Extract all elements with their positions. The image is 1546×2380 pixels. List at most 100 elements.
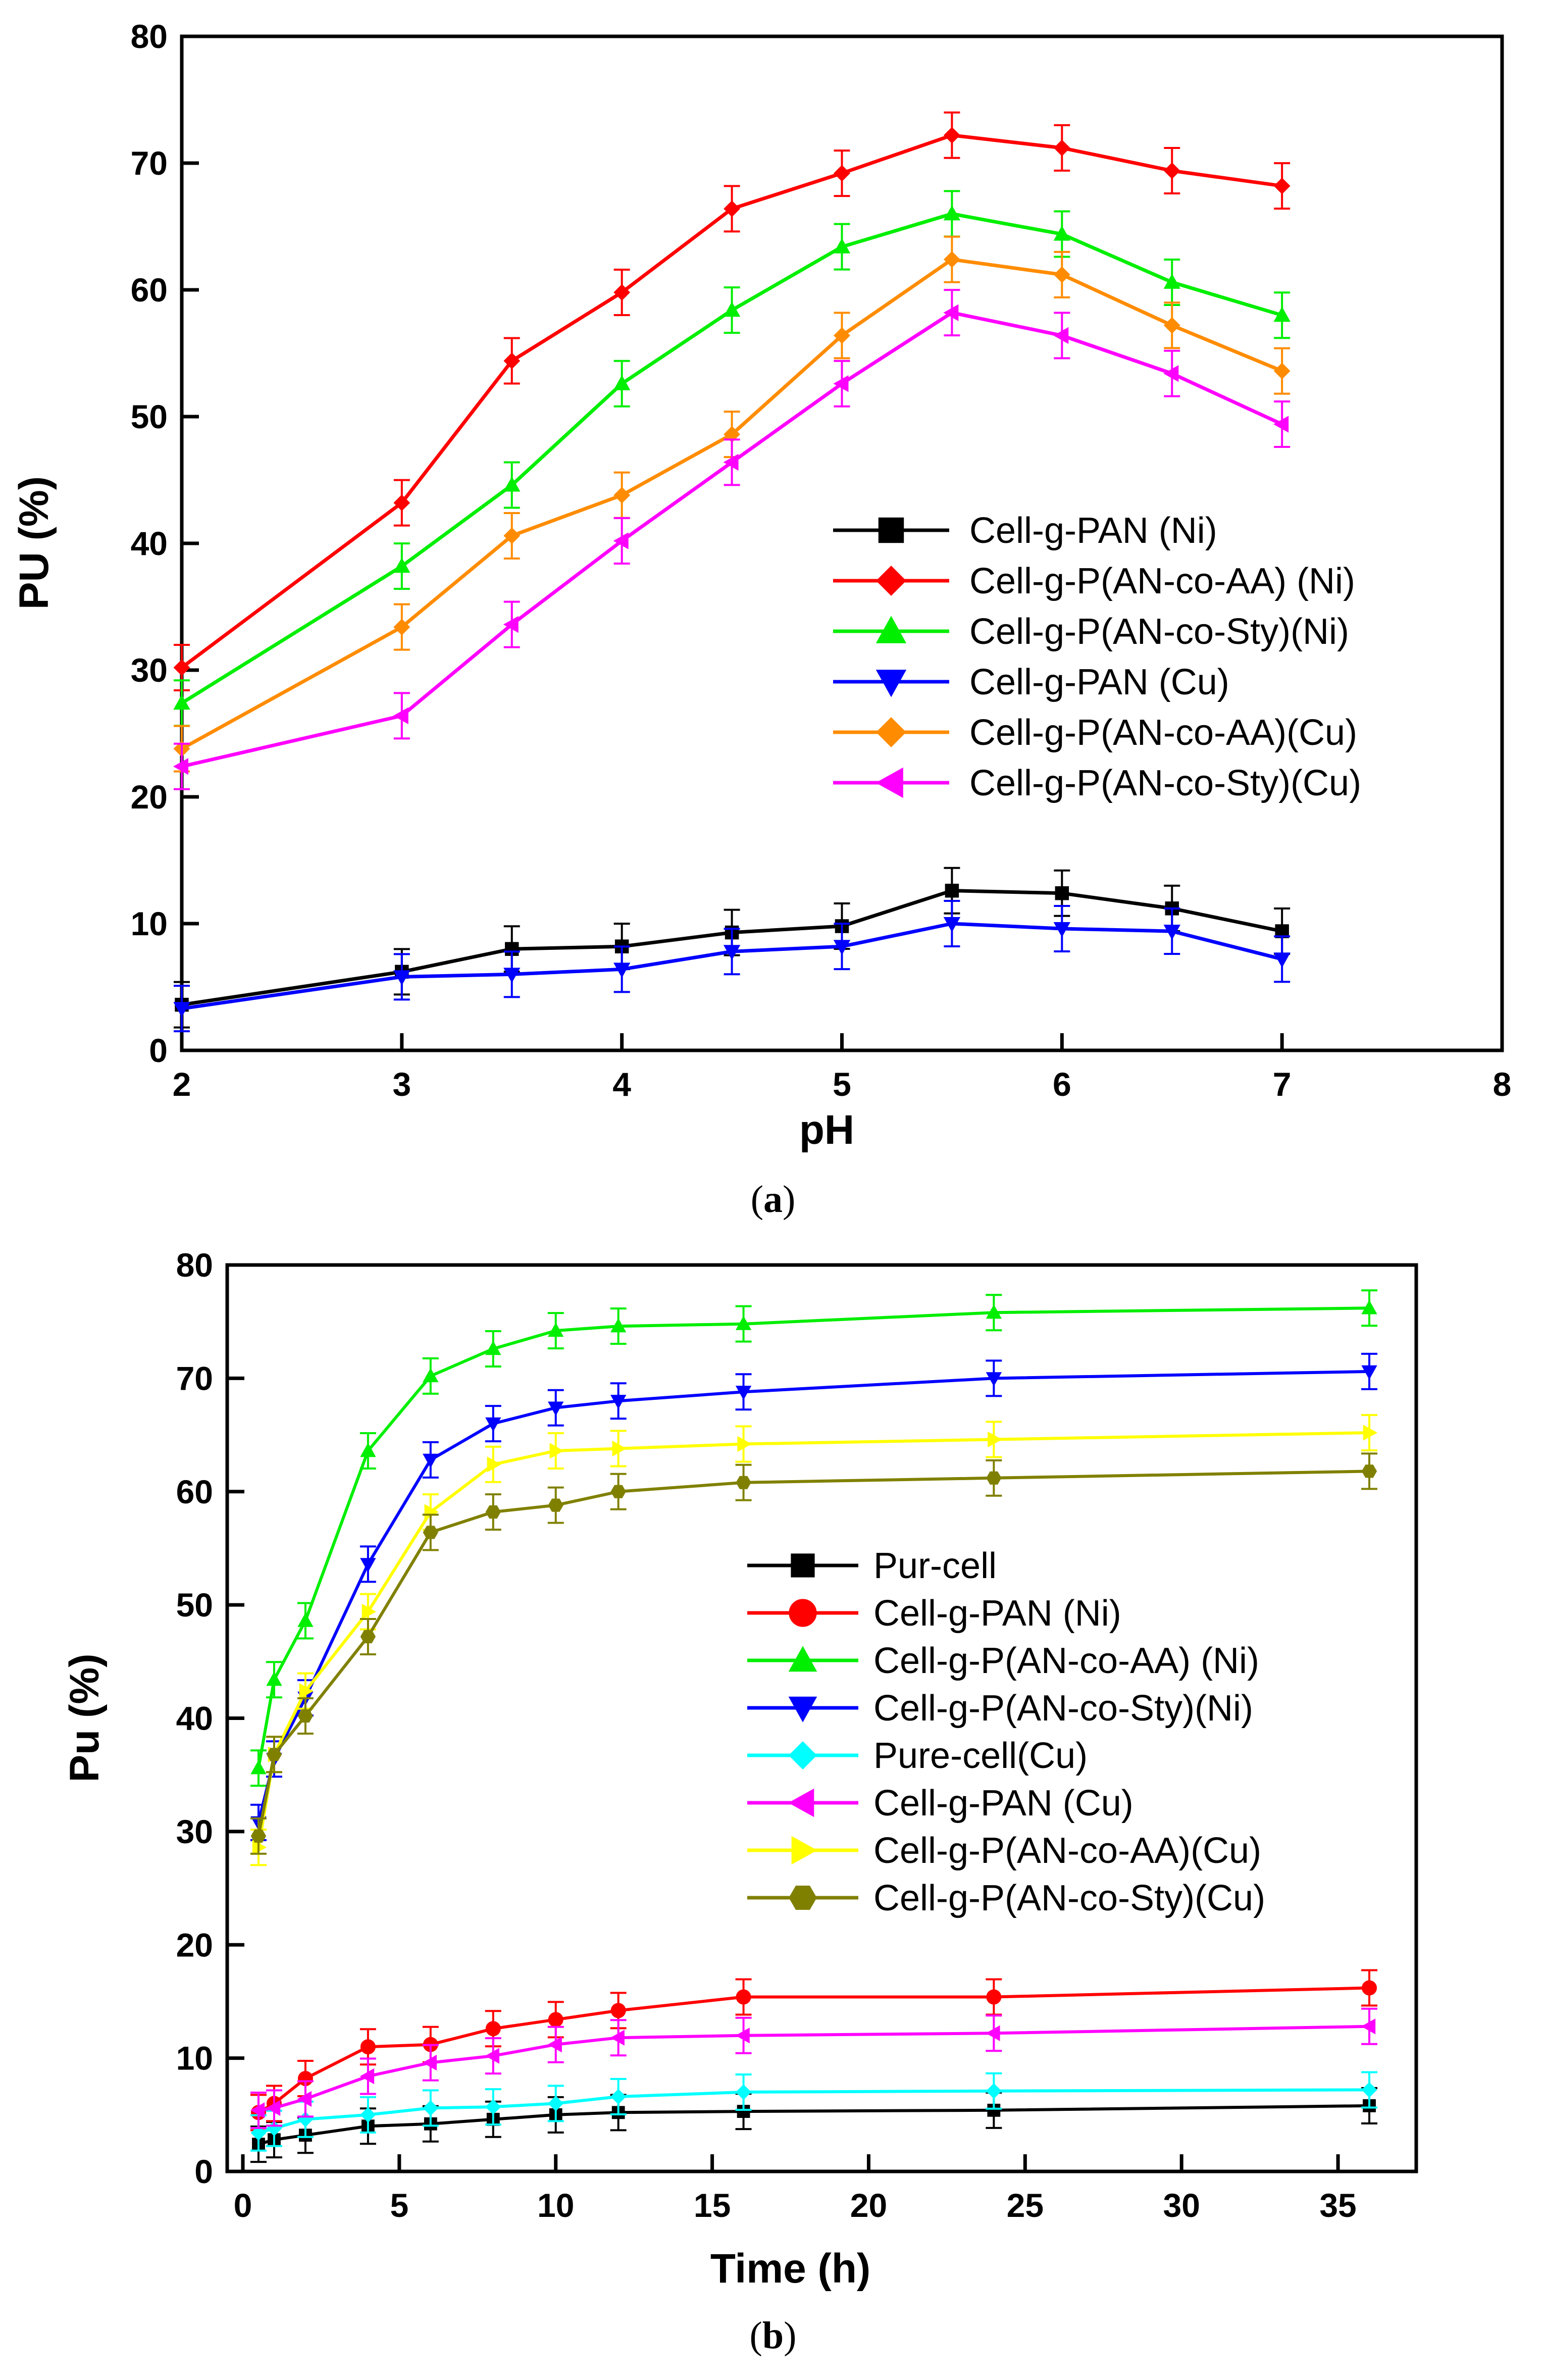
y-tick-label: 40 xyxy=(131,525,168,562)
data-point xyxy=(943,304,959,321)
data-point xyxy=(833,375,849,392)
legend-item: Cell-g-P(AN-co-AA)(Cu) xyxy=(833,713,1357,753)
legend-marker xyxy=(875,616,907,643)
data-point xyxy=(393,707,408,725)
data-point xyxy=(485,2021,501,2037)
legend-label: Cell-g-PAN (Ni) xyxy=(873,1593,1121,1634)
x-tick-label: 7 xyxy=(1273,1066,1292,1103)
series-5 xyxy=(173,289,1291,790)
caption-letter: b xyxy=(762,2314,784,2357)
data-point xyxy=(485,2048,499,2064)
legend: Cell-g-PAN (Ni) Cell-g-P(AN-co-AA) (Ni) Ce… xyxy=(833,511,1361,803)
data-point xyxy=(986,1989,1002,2005)
data-point xyxy=(299,1683,314,1699)
series-line xyxy=(181,258,1283,750)
data-point xyxy=(943,251,960,268)
data-point xyxy=(1053,225,1070,241)
legend-label: Pur-cell xyxy=(873,1546,997,1586)
series-line xyxy=(181,311,1283,769)
legend-item: Cell-g-PAN (Cu) xyxy=(747,1783,1133,1824)
data-point xyxy=(548,2012,563,2028)
x-tick-label: 6 xyxy=(1053,1066,1071,1103)
series-1 xyxy=(173,111,1291,691)
legend-marker xyxy=(789,1599,817,1627)
data-point xyxy=(1273,177,1291,194)
data-point xyxy=(360,1558,376,1573)
data-point xyxy=(548,1401,564,1416)
x-axis-title: Time (h) xyxy=(710,2246,870,2292)
data-point xyxy=(736,2084,752,2100)
legend-item: Cell-g-P(AN-co-AA) (Ni) xyxy=(747,1641,1259,1681)
x-axis-title: pH xyxy=(799,1107,854,1153)
y-tick-label: 20 xyxy=(131,778,168,816)
data-point xyxy=(1361,2018,1376,2035)
data-point xyxy=(1053,922,1070,938)
x-tick-label: 20 xyxy=(850,2187,887,2224)
data-point xyxy=(610,1395,627,1409)
data-point xyxy=(1361,1464,1377,1478)
data-point xyxy=(723,453,739,471)
series-4 xyxy=(173,235,1291,773)
x-tick-label: 3 xyxy=(392,1066,411,1103)
data-point xyxy=(173,758,188,775)
y-tick-label: 50 xyxy=(131,398,168,435)
data-point xyxy=(266,1748,282,1761)
y-tick-label: 80 xyxy=(176,1246,213,1284)
data-point xyxy=(503,616,519,633)
x-tick-label: 5 xyxy=(833,1066,851,1103)
series-6 xyxy=(250,1414,1378,1866)
data-point xyxy=(945,883,959,898)
series-line xyxy=(181,922,1283,1010)
y-tick-label: 20 xyxy=(176,1926,213,1963)
y-tick-label: 30 xyxy=(176,1813,213,1850)
data-point xyxy=(250,2102,265,2118)
data-point xyxy=(266,2100,281,2116)
data-point xyxy=(549,1443,564,1459)
data-point xyxy=(360,1630,376,1644)
data-point xyxy=(297,2091,312,2107)
legend-item: Cell-g-P(AN-co-Sty)(Cu) xyxy=(833,763,1361,803)
data-point xyxy=(723,945,741,960)
data-point xyxy=(487,1456,501,1473)
data-point xyxy=(173,694,190,710)
data-point xyxy=(610,1318,627,1333)
chart-a: 0 10 20 30 40 50 60 70 80 2 3 4 5 6 7 8 PU (%) pH(a) Cell-… xyxy=(11,18,1511,1221)
data-point xyxy=(612,1440,627,1457)
data-point xyxy=(547,2037,562,2053)
series-line xyxy=(181,212,1283,705)
legend-marker xyxy=(875,670,907,697)
data-point xyxy=(1163,162,1180,179)
legend-marker xyxy=(876,566,906,596)
series-line xyxy=(180,133,1282,669)
y-tick-label: 60 xyxy=(176,1473,213,1510)
data-point xyxy=(485,1340,501,1355)
data-point xyxy=(393,619,410,636)
legend-item: Cell-g-P(AN-co-Sty)(Ni) xyxy=(833,612,1349,652)
y-tick-label: 10 xyxy=(131,905,168,942)
data-point xyxy=(1273,307,1291,322)
data-point xyxy=(1273,952,1291,968)
data-point xyxy=(723,301,741,317)
data-point xyxy=(503,527,521,544)
data-point xyxy=(1361,1300,1377,1314)
data-point xyxy=(613,284,631,301)
data-point xyxy=(1163,317,1180,334)
data-point xyxy=(986,1471,1002,1485)
data-point xyxy=(834,165,850,182)
legend-label: Cell-g-P(AN-co-Sty)(Cu) xyxy=(969,763,1361,803)
data-point xyxy=(266,1672,282,1686)
series-line xyxy=(181,889,1282,1007)
data-point xyxy=(548,1323,564,1337)
data-point xyxy=(423,2100,439,2116)
series-3 xyxy=(173,900,1291,1033)
y-axis-title: PU (%) xyxy=(11,476,57,610)
figure-caption: (b) xyxy=(750,2314,797,2357)
legend-label: Cell-g-P(AN-co-AA)(Cu) xyxy=(873,1831,1261,1871)
legend-label: Cell-g-P(AN-co-AA)(Cu) xyxy=(969,713,1357,753)
data-point xyxy=(610,2089,627,2105)
data-point xyxy=(1273,363,1291,380)
data-point xyxy=(250,1829,267,1843)
data-point xyxy=(1163,925,1180,940)
data-point xyxy=(833,940,851,955)
x-tick-label: 10 xyxy=(537,2187,574,2224)
